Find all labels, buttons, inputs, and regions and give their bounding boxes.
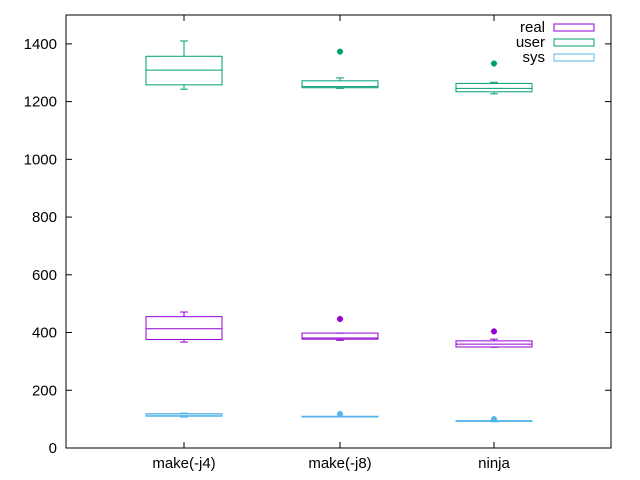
y-tick-labels: 0 200 400 600 800 1000 1200 1400 [24, 36, 57, 457]
y-tick-marks [66, 15, 611, 449]
box-series [145, 40, 533, 423]
y-tick-label: 0 [49, 440, 57, 457]
legend-swatch-real [553, 23, 595, 32]
legend-swatch-user [553, 38, 595, 47]
box-user-1 [301, 48, 379, 89]
legend-label-real: real [520, 19, 545, 36]
legend-label-sys: sys [523, 49, 546, 66]
plot-frame [65, 14, 612, 449]
y-tick-label: 1400 [24, 36, 57, 53]
x-tick-label: ninja [478, 455, 510, 472]
y-tick-label: 1000 [24, 151, 57, 168]
series-user [145, 40, 533, 95]
box-user-2 [455, 60, 533, 95]
x-tick-label: make(-j8) [308, 455, 371, 472]
box-sys-1 [301, 410, 379, 418]
y-tick-label: 600 [32, 267, 57, 284]
series-real [145, 311, 533, 348]
y-tick-label: 200 [32, 382, 57, 399]
box-sys-0 [145, 412, 223, 418]
y-tick-label: 400 [32, 325, 57, 342]
box-iqr [455, 82, 533, 93]
box-real-2 [455, 328, 533, 348]
x-tick-label: make(-j4) [152, 455, 215, 472]
x-tick-labels: make(-j4) make(-j8) ninja [152, 455, 510, 472]
box-real-0 [145, 311, 223, 343]
y-tick-label: 800 [32, 209, 57, 226]
box-iqr [301, 80, 379, 89]
box-real-1 [301, 315, 379, 341]
box-sys-2 [455, 415, 533, 423]
y-tick-label: 1200 [24, 94, 57, 111]
box-user-0 [145, 40, 223, 90]
legend-swatch-sys [553, 53, 595, 62]
box-iqr [301, 332, 379, 340]
legend-label-user: user [516, 34, 545, 51]
series-sys [145, 410, 533, 423]
box-iqr [145, 316, 223, 340]
